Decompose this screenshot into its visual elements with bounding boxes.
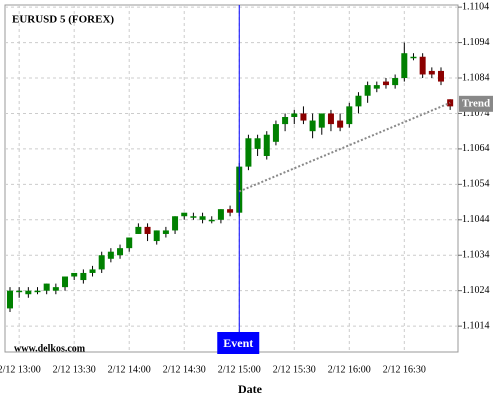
candle-body: [263, 134, 270, 156]
candle-body: [382, 81, 389, 86]
candle-body: [373, 85, 380, 89]
candle-body: [300, 113, 307, 121]
candle-body: [117, 248, 124, 256]
x-tick-label: 2/12 13:00: [0, 364, 41, 375]
candle-body: [71, 272, 78, 277]
candle-body: [25, 290, 32, 295]
y-tick-label: 1.1054: [462, 179, 490, 190]
y-tick-label: 1.1034: [462, 250, 490, 261]
y-tick-label: 1.1074: [462, 108, 490, 119]
candle-body: [162, 230, 169, 234]
candle-body: [34, 290, 41, 293]
candle-body: [190, 216, 197, 218]
candle-body: [309, 120, 316, 132]
x-tick-label: 2/12 16:30: [383, 364, 426, 375]
candle-body: [410, 56, 417, 59]
candle-body: [364, 85, 371, 96]
candle-body: [153, 230, 160, 242]
x-tick-label: 2/12 15:30: [273, 364, 316, 375]
candle-body: [272, 124, 279, 142]
candle-body: [89, 269, 96, 273]
candle-body: [437, 70, 444, 82]
candle-body: [52, 287, 59, 291]
candle-body: [126, 237, 133, 249]
x-axis-label: Date: [238, 382, 263, 396]
candle-body: [355, 95, 362, 107]
x-tick-label: 2/12 14:00: [108, 364, 151, 375]
y-tick-label: 1.1104: [462, 1, 489, 12]
candle-body: [346, 106, 353, 125]
candle-body: [107, 251, 114, 259]
y-tick-label: 1.1024: [462, 285, 490, 296]
candle-body: [291, 113, 298, 118]
candle-body: [428, 70, 435, 75]
candle-body: [227, 209, 234, 213]
candle-body: [208, 219, 215, 222]
chart-title: EURUSD 5 (FOREX): [12, 14, 114, 26]
candle-body: [327, 113, 334, 125]
candle-body: [419, 56, 426, 75]
candle-body: [392, 78, 399, 86]
x-tick-label: 2/12 16:00: [328, 364, 371, 375]
trend-label: Trend: [462, 97, 490, 109]
y-tick-label: 1.1014: [462, 320, 490, 331]
candle-body: [245, 138, 252, 167]
candle-body: [401, 53, 408, 79]
x-tick-label: 2/12 15:00: [218, 364, 261, 375]
candle-body: [135, 226, 142, 234]
y-tick-label: 1.1094: [462, 37, 490, 48]
candle-body: [62, 276, 69, 288]
candle-body: [318, 113, 325, 128]
candle-body: [98, 255, 105, 270]
candle-body: [80, 272, 87, 281]
event-label: Event: [223, 336, 253, 350]
candle-body: [43, 283, 50, 291]
candle-body: [254, 138, 261, 149]
candle-body: [337, 120, 344, 128]
candle-body: [144, 226, 151, 234]
candle-body: [217, 209, 224, 220]
x-tick-label: 2/12 13:30: [53, 364, 96, 375]
watermark: www.delkos.com: [14, 343, 86, 354]
candle-body: [7, 290, 13, 309]
candle-body: [199, 216, 206, 220]
y-tick-label: 1.1044: [462, 214, 490, 225]
candle-body: [16, 290, 23, 293]
y-tick-label: 1.1084: [462, 72, 490, 83]
candle-body: [181, 212, 188, 217]
y-tick-label: 1.1064: [462, 143, 490, 154]
x-tick-label: 2/12 14:30: [163, 364, 206, 375]
event-box: [217, 332, 260, 354]
trend-box: [459, 95, 493, 112]
candle-body: [172, 216, 179, 231]
candle-body: [282, 117, 289, 125]
